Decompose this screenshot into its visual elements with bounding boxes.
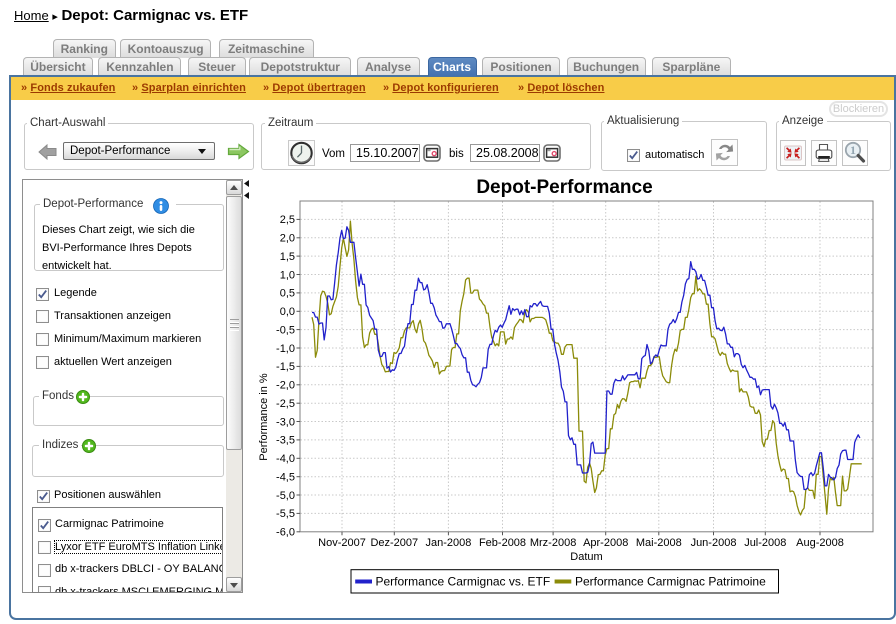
svg-text:1,5: 1,5 [280, 251, 295, 263]
svg-text:Jul-2008: Jul-2008 [744, 537, 786, 549]
svg-text:-1,0: -1,0 [276, 343, 295, 355]
svg-text:-3,5: -3,5 [276, 435, 295, 447]
svg-text:-3,0: -3,0 [276, 416, 295, 428]
svg-text:Aug-2008: Aug-2008 [796, 537, 844, 549]
svg-text:1: 1 [850, 143, 856, 157]
svg-text:Performance Carmignac vs. ETF: Performance Carmignac vs. ETF [376, 575, 551, 589]
svg-text:Mai-2008: Mai-2008 [636, 537, 682, 549]
svg-text:-5,5: -5,5 [276, 508, 295, 520]
svg-text:-5,0: -5,0 [276, 490, 295, 502]
svg-text:Depot-Performance: Depot-Performance [476, 178, 652, 198]
svg-text:Performance in %: Performance in % [258, 373, 270, 461]
svg-text:Dez-2007: Dez-2007 [370, 537, 418, 549]
svg-text:-0,5: -0,5 [276, 324, 295, 336]
svg-text:-4,5: -4,5 [276, 472, 295, 484]
svg-text:Jan-2008: Jan-2008 [425, 537, 471, 549]
svg-text:0,0: 0,0 [280, 306, 295, 318]
svg-text:Apr-2008: Apr-2008 [583, 537, 628, 549]
svg-text:-2,5: -2,5 [276, 398, 295, 410]
svg-text:Mrz-2008: Mrz-2008 [530, 537, 576, 549]
svg-text:-2,0: -2,0 [276, 380, 295, 392]
svg-text:Jun-2008: Jun-2008 [691, 537, 737, 549]
svg-text:-1,5: -1,5 [276, 361, 295, 373]
svg-text:Performance Carmignac Patrimoi: Performance Carmignac Patrimoine [575, 575, 766, 589]
svg-text:-4,0: -4,0 [276, 453, 295, 465]
svg-text:-6,0: -6,0 [276, 527, 295, 539]
svg-text:2,5: 2,5 [280, 214, 295, 226]
svg-text:1,0: 1,0 [280, 269, 295, 281]
svg-text:Datum: Datum [570, 551, 602, 563]
svg-text:Nov-2007: Nov-2007 [318, 537, 366, 549]
svg-text:Feb-2008: Feb-2008 [479, 537, 526, 549]
svg-text:0,5: 0,5 [280, 288, 295, 300]
svg-text:2,0: 2,0 [280, 233, 295, 245]
